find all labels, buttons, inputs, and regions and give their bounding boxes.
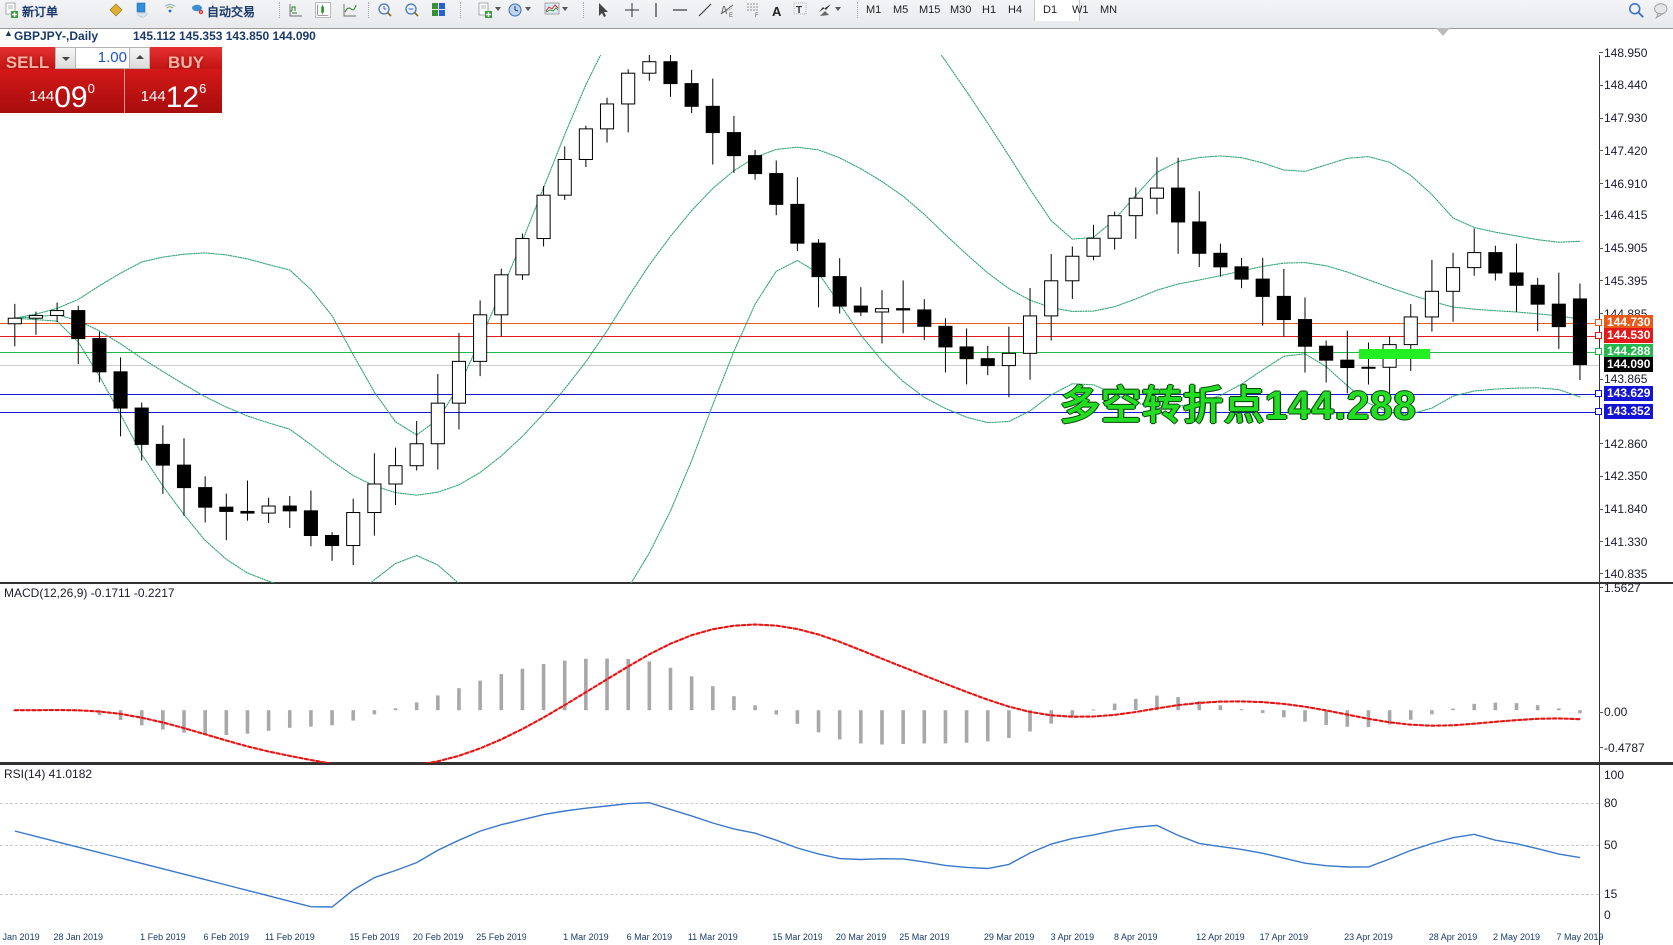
svg-text:E: E xyxy=(729,13,733,18)
svg-text:F: F xyxy=(755,13,759,18)
svg-text:T: T xyxy=(796,5,802,16)
